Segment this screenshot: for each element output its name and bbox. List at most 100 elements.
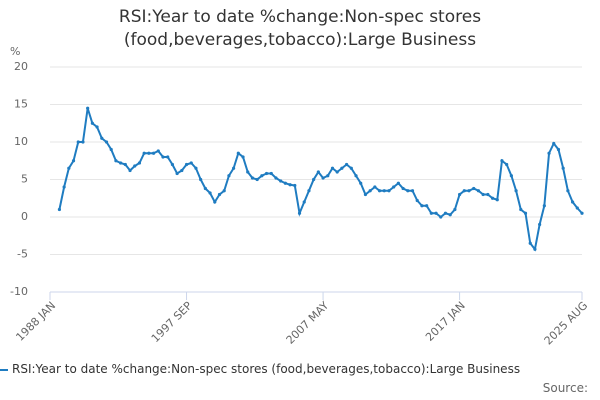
data-point: [123, 162, 127, 167]
data-point: [90, 121, 94, 125]
data-point: [62, 185, 66, 189]
series-line: [58, 107, 583, 252]
data-point: [335, 170, 339, 174]
data-point: [457, 192, 462, 197]
data-point: [166, 155, 170, 159]
data-point: [453, 207, 457, 212]
data-point: [415, 198, 419, 203]
data-point: [128, 168, 132, 173]
data-point: [401, 186, 405, 191]
data-point: [321, 176, 325, 180]
data-point: [387, 189, 391, 193]
data-point: [443, 211, 448, 215]
data-point: [316, 170, 320, 174]
data-point: [180, 168, 184, 173]
data-point: [114, 159, 118, 163]
x-tick-label: 1997 SEP: [149, 299, 195, 345]
data-point: [208, 191, 212, 195]
data-point: [467, 189, 471, 193]
data-point: [330, 166, 335, 170]
data-point: [109, 147, 113, 152]
data-point: [462, 189, 466, 193]
data-point: [406, 189, 410, 193]
data-point: [580, 211, 584, 215]
data-point: [232, 166, 236, 170]
y-tick-label: 5: [21, 173, 28, 186]
data-point: [326, 174, 330, 178]
data-point: [194, 166, 198, 170]
data-point: [345, 162, 349, 167]
data-point: [570, 200, 575, 204]
data-point: [241, 155, 245, 159]
x-tick-label: 1988 JAN: [13, 299, 58, 344]
data-point: [538, 222, 542, 227]
data-point: [396, 181, 400, 185]
data-point: [293, 183, 297, 188]
data-point: [486, 192, 490, 197]
data-point: [203, 186, 207, 191]
y-tick-label: 15: [14, 98, 28, 111]
data-point: [495, 198, 499, 202]
chart-title: RSI:Year to date %change:Non-spec stores…: [118, 7, 482, 50]
data-point: [533, 247, 537, 251]
y-axis-label: %: [10, 45, 20, 58]
data-point: [542, 204, 546, 208]
data-point: [104, 140, 109, 144]
data-point: [133, 164, 137, 168]
data-point: [425, 204, 429, 208]
data-point: [359, 181, 363, 185]
data-point: [363, 192, 368, 197]
data-point: [236, 151, 240, 155]
data-point: [514, 189, 518, 193]
data-point: [184, 162, 189, 167]
data-point: [505, 162, 509, 167]
data-point: [170, 162, 175, 167]
data-point: [217, 192, 222, 197]
data-point: [302, 200, 306, 204]
data-point: [246, 170, 250, 174]
data-point: [439, 215, 443, 219]
data-point: [283, 181, 287, 185]
data-point: [481, 192, 485, 197]
data-point: [222, 189, 226, 193]
data-point: [274, 176, 278, 180]
data-point: [429, 211, 433, 215]
data-point: [340, 166, 344, 170]
data-point: [552, 141, 556, 146]
data-point: [392, 185, 396, 189]
y-tick-label: -5: [17, 248, 28, 261]
data-point: [434, 211, 438, 215]
data-point: [227, 174, 231, 178]
data-point: [189, 161, 193, 165]
data-point: [368, 189, 372, 193]
data-point: [76, 140, 80, 144]
data-point: [561, 166, 565, 170]
y-tick-label: -10: [10, 285, 28, 298]
data-point: [156, 149, 160, 153]
legend: RSI:Year to date %change:Non-spec stores…: [0, 362, 600, 376]
data-point: [142, 151, 146, 155]
data-point: [250, 176, 255, 180]
y-tick-label: 10: [14, 135, 28, 148]
data-point: [137, 161, 142, 165]
data-point: [448, 213, 452, 217]
data-point: [410, 189, 415, 193]
data-point: [71, 159, 76, 163]
data-point: [377, 189, 382, 193]
legend-key: [0, 368, 8, 371]
data-point: [119, 161, 123, 165]
data-point: [476, 189, 481, 193]
data-point: [95, 125, 99, 129]
data-point: [260, 174, 264, 178]
data-point: [269, 171, 273, 176]
data-point: [100, 136, 104, 140]
data-point: [472, 186, 476, 191]
y-tick-label: 20: [14, 60, 28, 73]
source: Source:: [542, 381, 588, 395]
data-point: [349, 166, 353, 170]
data-point: [382, 189, 386, 193]
data-point: [297, 211, 302, 215]
data-point: [307, 189, 311, 193]
data-point: [57, 207, 62, 212]
